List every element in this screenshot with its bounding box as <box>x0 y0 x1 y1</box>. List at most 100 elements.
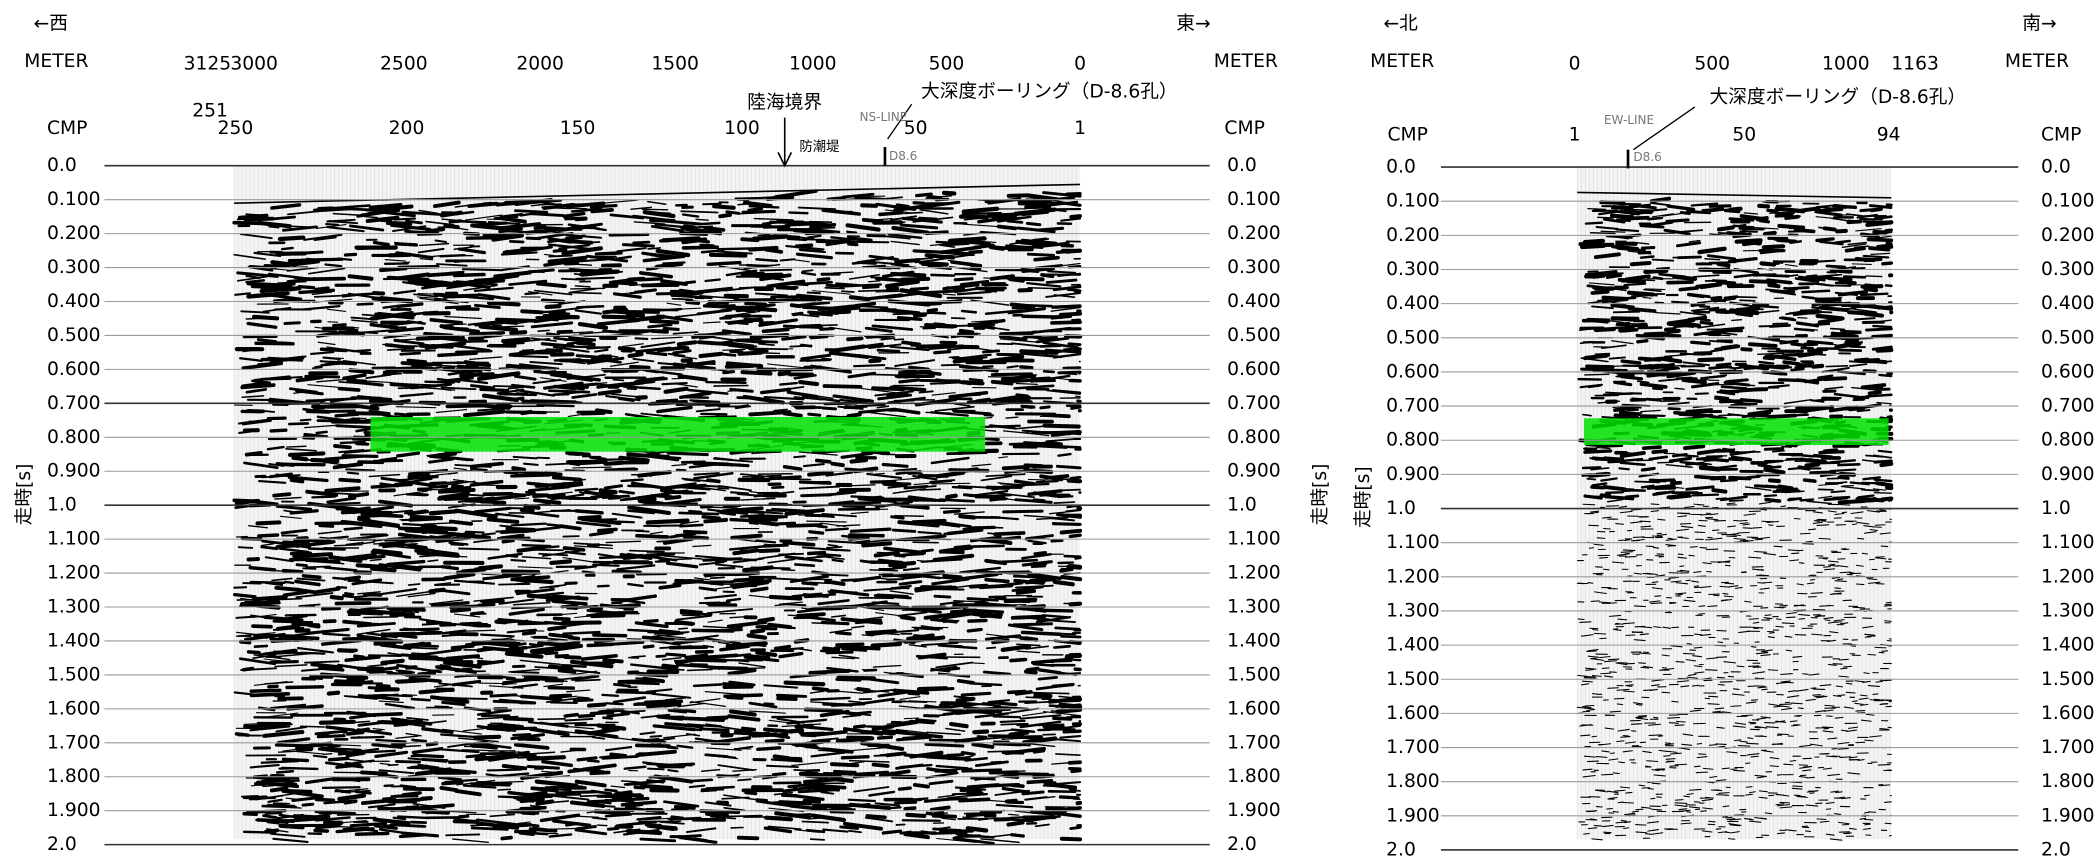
seismic-reflection <box>1022 270 1037 271</box>
seismic-reflection <box>1054 502 1074 503</box>
seismic-reflection <box>1586 670 1593 671</box>
seismic-reflection <box>567 453 589 455</box>
seismic-reflection <box>1642 468 1654 470</box>
seismic-reflection <box>541 400 575 401</box>
seismic-reflection <box>620 348 634 349</box>
seismic-reflection <box>275 696 283 697</box>
seismic-reflection <box>1053 306 1080 307</box>
seismic-reflection <box>462 374 493 375</box>
seismic-reflection <box>1621 552 1632 553</box>
seismic-reflection <box>907 815 924 816</box>
seismic-reflection <box>636 531 649 532</box>
seismic-reflection <box>1803 674 1808 675</box>
seismic-reflection <box>422 760 447 761</box>
seismic-reflection <box>503 540 512 541</box>
seismic-reflection <box>689 511 700 512</box>
seismic-reflection <box>568 461 606 462</box>
seismic-reflection <box>369 655 401 656</box>
seismic-reflection <box>823 408 835 409</box>
seismic-reflection <box>885 807 900 808</box>
seismic-reflection <box>731 389 752 391</box>
seismic-reflection <box>760 341 777 342</box>
seismic-reflection <box>648 268 657 269</box>
seismic-reflection <box>359 556 384 558</box>
seismic-reflection <box>1059 372 1080 373</box>
seismic-reflection <box>892 517 903 518</box>
seismic-reflection <box>760 550 778 551</box>
seismic-reflection <box>1004 467 1028 468</box>
seismic-reflection <box>1071 827 1080 828</box>
seismic-reflection <box>1054 524 1080 525</box>
seismic-reflection <box>765 545 787 546</box>
seismic-reflection <box>1003 380 1031 382</box>
seismic-reflection <box>325 265 341 267</box>
seismic-reflection <box>565 548 584 550</box>
seismic-reflection <box>807 521 846 522</box>
seismic-reflection <box>606 703 623 704</box>
seismic-reflection <box>469 204 496 206</box>
seismic-reflection <box>1055 633 1075 634</box>
seismic-reflection <box>694 684 721 685</box>
seismic-reflection <box>802 821 828 822</box>
seismic-reflection <box>813 783 824 784</box>
seismic-reflection <box>1045 783 1054 784</box>
seismic-reflection <box>1777 209 1804 212</box>
seismic-reflection <box>996 214 1010 215</box>
seismic-reflection <box>478 661 491 662</box>
seismic-reflection <box>943 252 969 254</box>
seismic-reflection <box>620 491 634 493</box>
seismic-reflection <box>796 726 811 727</box>
seismic-reflection <box>372 569 394 571</box>
seismic-reflection <box>1061 568 1073 569</box>
seismic-reflection <box>835 771 856 772</box>
seismic-reflection <box>423 624 440 625</box>
seismic-reflection <box>423 531 443 533</box>
seismic-reflection <box>320 668 343 670</box>
seismic-reflection <box>1729 407 1746 408</box>
seismic-reflection <box>1652 809 1662 810</box>
seismic-reflection <box>244 669 253 670</box>
seismic-reflection <box>797 245 812 246</box>
seismic-reflection <box>251 797 266 798</box>
seismic-reflection <box>454 337 464 338</box>
seismic-reflection <box>1607 808 1613 809</box>
seismic-reflection <box>824 773 858 774</box>
seismic-reflection <box>1057 198 1074 200</box>
seismic-reflection <box>805 801 820 802</box>
seismic-reflection <box>1065 349 1081 350</box>
seismic-reflection <box>1023 792 1043 794</box>
seismic-reflection <box>794 770 812 771</box>
seismic-reflection <box>903 342 919 344</box>
seismic-reflection <box>890 563 914 565</box>
seismic-reflection <box>769 625 790 627</box>
seismic-reflection <box>935 352 950 353</box>
seismic-reflection <box>651 736 661 737</box>
seismic-reflection <box>832 464 843 466</box>
seismic-reflection <box>775 236 799 238</box>
seismic-reflection <box>512 644 526 646</box>
seismic-reflection <box>405 789 433 790</box>
seismic-reflection <box>450 556 467 557</box>
seismic-reflection <box>345 528 362 529</box>
seismic-reflection <box>446 306 470 307</box>
seismic-reflection <box>285 807 300 808</box>
seismic-reflection <box>1765 495 1776 496</box>
seismic-reflection <box>409 475 428 477</box>
seismic-reflection <box>551 696 570 697</box>
seismic-reflection <box>1679 809 1687 810</box>
seismic-reflection <box>413 740 426 741</box>
seismic-reflection <box>338 815 369 816</box>
seismic-reflection <box>1648 218 1662 219</box>
seismic-reflection <box>449 535 457 536</box>
seismic-reflection <box>962 693 990 695</box>
seismic-reflection <box>974 732 987 733</box>
seismic-reflection <box>766 740 782 741</box>
seismic-reflection <box>336 414 358 416</box>
seismic-reflection <box>1699 606 1705 607</box>
seismic-reflection <box>824 386 860 387</box>
seismic-reflection <box>630 292 643 293</box>
seismic-reflection <box>557 792 596 793</box>
seismic-reflection <box>464 533 473 534</box>
seismic-reflection <box>1025 407 1033 408</box>
seismic-reflection <box>1001 721 1025 722</box>
